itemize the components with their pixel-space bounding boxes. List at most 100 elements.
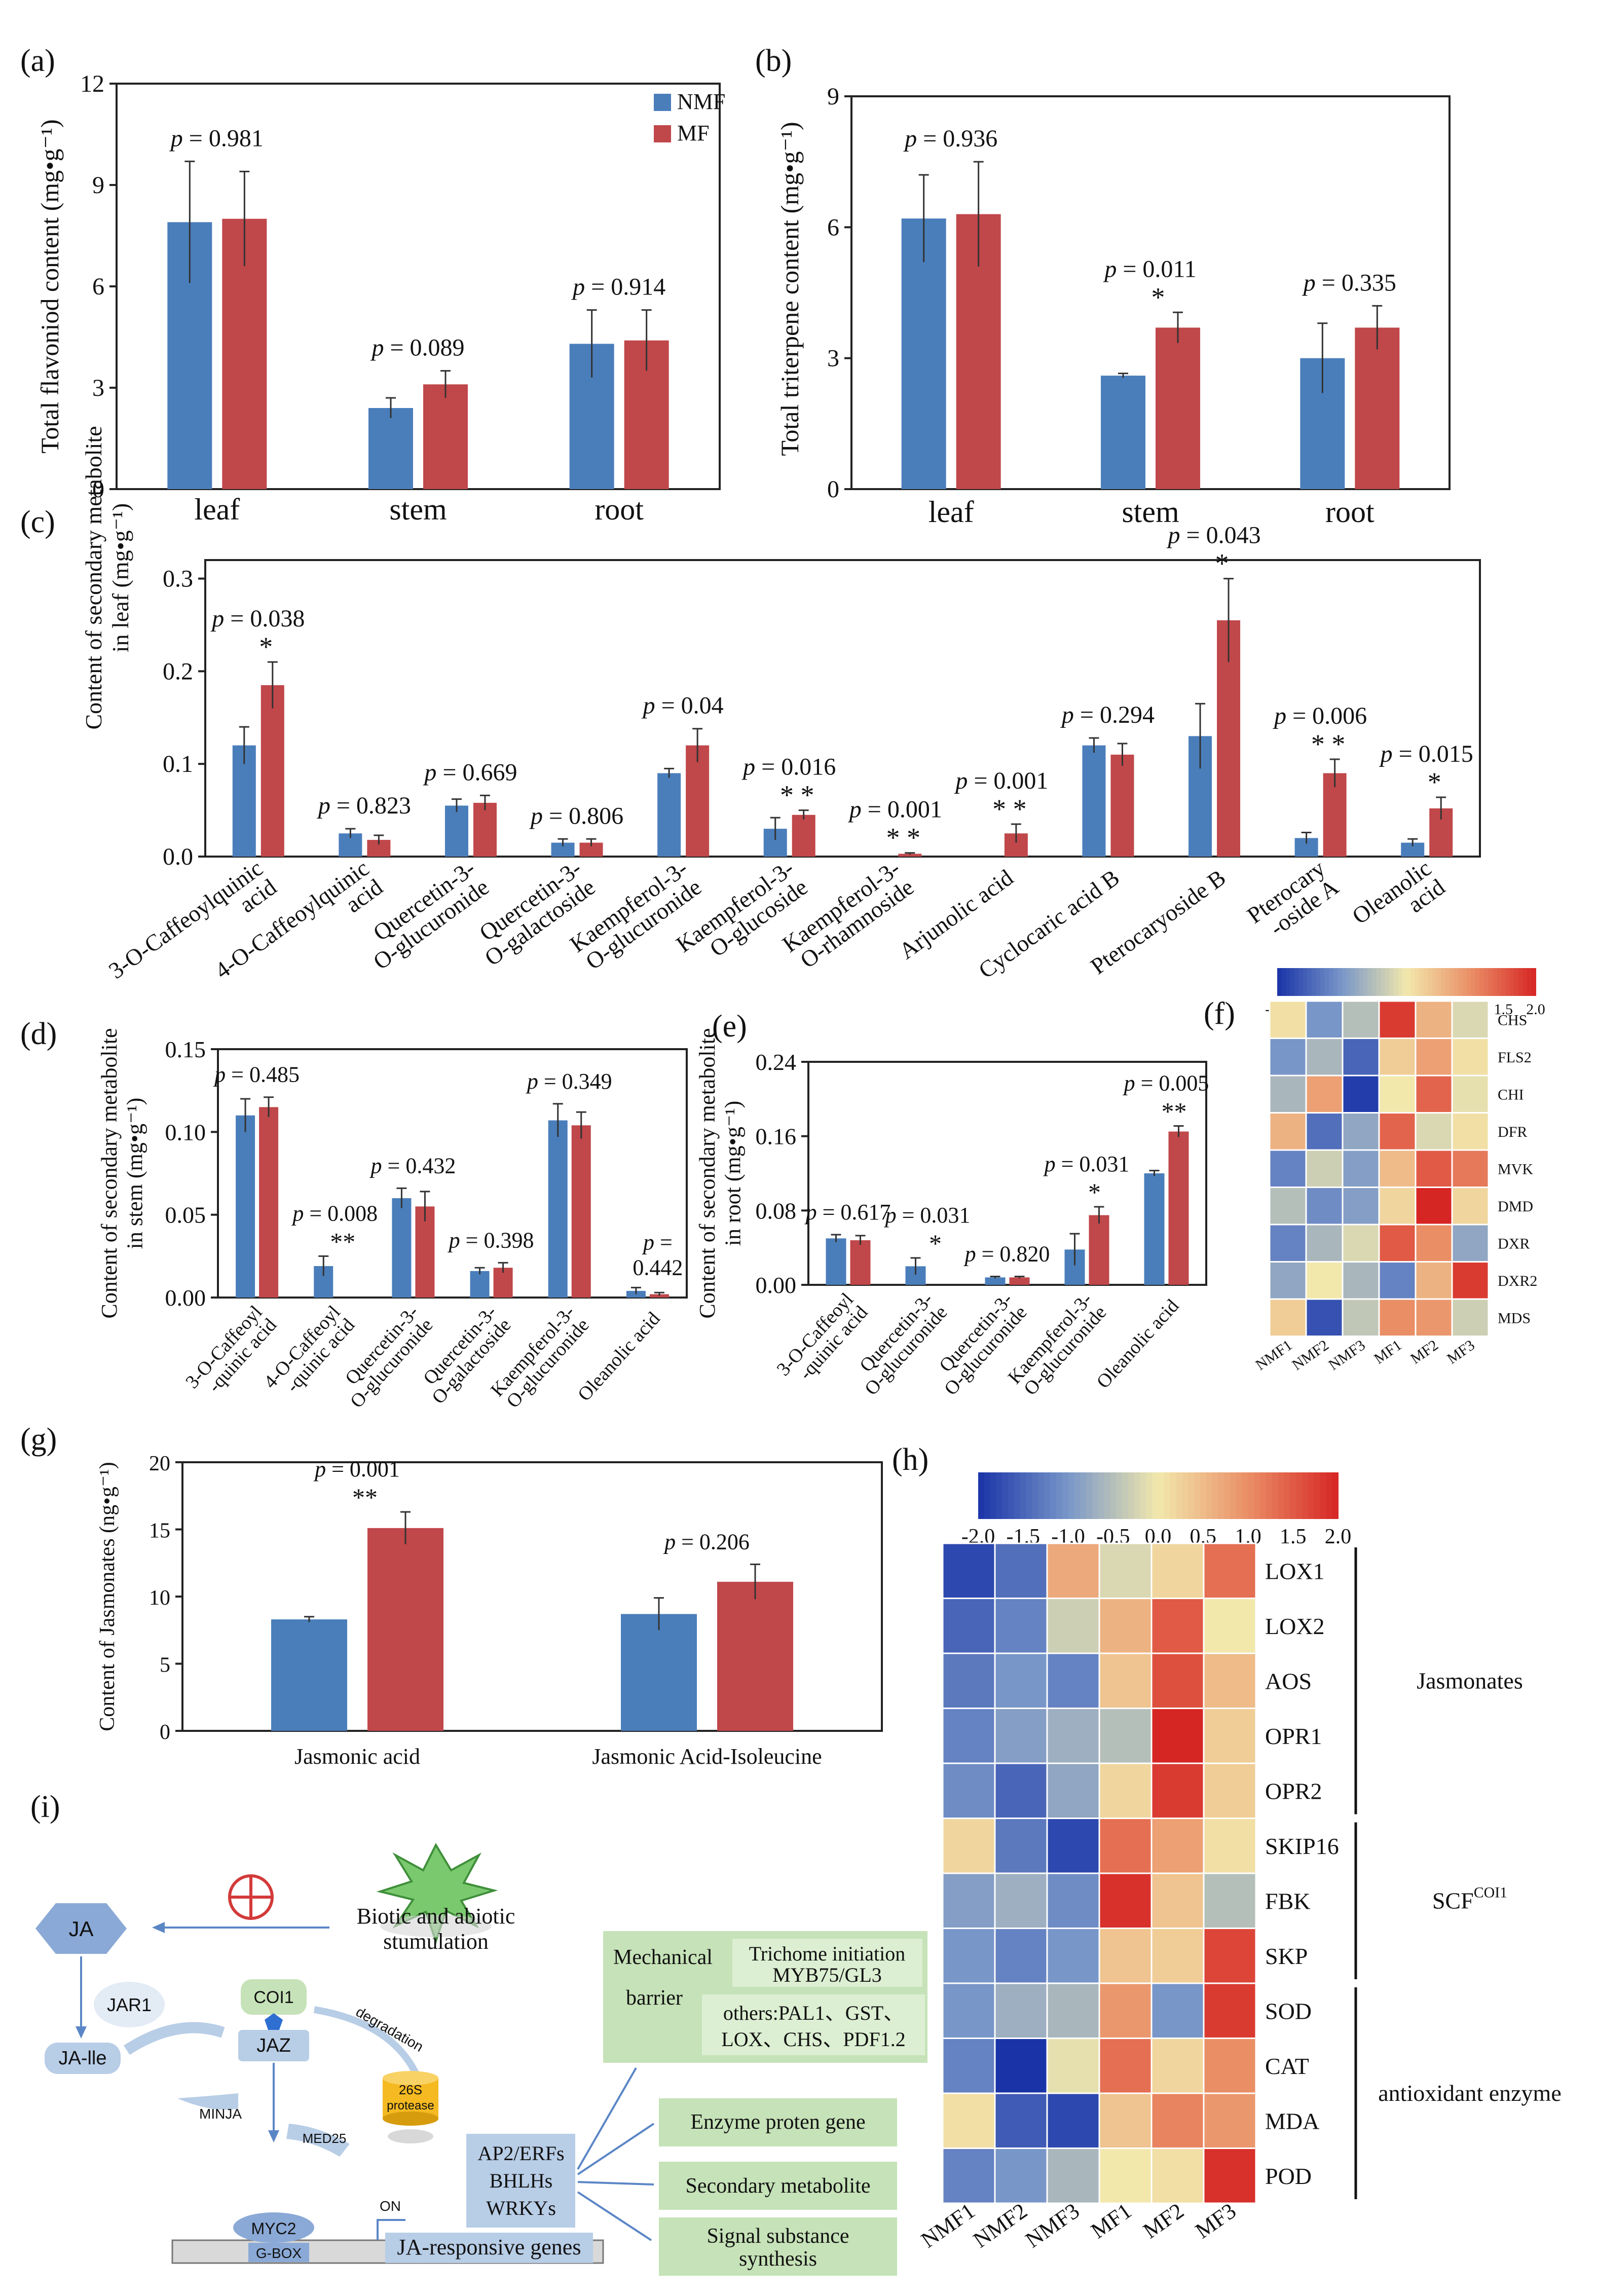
heatmap-column-label: NMF1 bbox=[1252, 1337, 1295, 1374]
colorbar-segment bbox=[1074, 1472, 1081, 1519]
colorbar-segment bbox=[1406, 968, 1412, 996]
colorbar-segment bbox=[1086, 1472, 1093, 1519]
heatmap-cell bbox=[942, 1542, 996, 1599]
significance-star: * * bbox=[886, 823, 921, 853]
tf-label-line1: AP2/ERFs bbox=[477, 2142, 564, 2165]
y-tick-label: 3 bbox=[827, 345, 839, 372]
heatmap-cell bbox=[1203, 1872, 1257, 1929]
heatmap-cell bbox=[1098, 1598, 1153, 1654]
bar-nmf-1 bbox=[368, 408, 413, 489]
colorbar-segment bbox=[1505, 968, 1510, 996]
panel-a-bar-chart: (a) 0 3 6 9 12 Total flavoniod content (mg•g⁻¹… bbox=[20, 44, 725, 526]
trichome-label-line1: Trichome initiation bbox=[749, 1942, 906, 1965]
heatmap-cell bbox=[994, 1598, 1048, 1654]
colorbar-tick-label: 2.0 bbox=[1325, 1525, 1352, 1548]
colorbar-segment bbox=[1302, 1472, 1309, 1519]
heatmap-cell bbox=[1451, 1261, 1490, 1300]
signal-substance-label-line1: Signal substance bbox=[707, 2225, 849, 2248]
jar1-label: JAR1 bbox=[107, 1994, 152, 2015]
colorbar-segment bbox=[1385, 968, 1390, 996]
colorbar-segment bbox=[1194, 1472, 1201, 1519]
p-value-label: p = 0.008 bbox=[291, 1201, 378, 1226]
med25-label: MED25 bbox=[303, 2131, 347, 2146]
y-tick-label: 9 bbox=[92, 172, 104, 199]
jaz-down-arrowhead bbox=[268, 2130, 279, 2142]
y-tick-label: 0.2 bbox=[163, 658, 193, 685]
heatmap-cell bbox=[1305, 1000, 1344, 1039]
colorbar-segment bbox=[1312, 968, 1317, 996]
heatmap-cell bbox=[1342, 1038, 1380, 1077]
proteasome-cloud bbox=[388, 2129, 433, 2143]
colorbar-segment bbox=[1134, 1472, 1141, 1519]
p-value-label: p = 0.398 bbox=[448, 1228, 534, 1252]
heatmap-cell bbox=[1150, 1928, 1205, 1984]
p-value-label: p = 0.015 bbox=[1379, 740, 1473, 767]
heatmap-cell bbox=[1451, 1112, 1490, 1151]
heatmap-cell bbox=[942, 2038, 996, 2094]
colorbar-segment bbox=[1277, 968, 1282, 996]
heatmap-cell bbox=[1150, 2092, 1205, 2149]
p-value-label: p = 0.038 bbox=[210, 605, 305, 632]
heatmap-cell bbox=[1046, 2147, 1100, 2204]
heatmap-cell bbox=[1378, 1000, 1417, 1039]
stimulation-arrowhead bbox=[152, 1922, 165, 1933]
heatmap-row-label: SKIP16 bbox=[1265, 1833, 1339, 1859]
heatmap-cell bbox=[1415, 1112, 1453, 1151]
heatmap-cell bbox=[1415, 1298, 1453, 1337]
significance-star: ** bbox=[352, 1483, 378, 1511]
heatmap-cell bbox=[1203, 2092, 1257, 2149]
heatmap-cell bbox=[1098, 1708, 1153, 1764]
heatmap-cell bbox=[1046, 1598, 1100, 1654]
significance-star: * bbox=[1428, 767, 1441, 797]
heatmap-cell bbox=[1451, 1187, 1490, 1226]
colorbar-segment bbox=[1230, 1472, 1237, 1519]
heatmap-cell bbox=[1305, 1261, 1344, 1300]
colorbar-segment bbox=[1355, 968, 1360, 996]
p-value-label: p = 0.432 bbox=[369, 1153, 456, 1178]
colorbar-segment bbox=[1419, 968, 1424, 996]
p-value-label: p = 0.485 bbox=[213, 1062, 300, 1087]
heatmap-cell bbox=[1046, 1542, 1100, 1599]
y-tick-label: 10 bbox=[149, 1586, 170, 1610]
bar-mf-4 bbox=[571, 1125, 591, 1298]
heatmap-cell bbox=[1203, 1542, 1257, 1599]
y-tick-label: 0.3 bbox=[163, 566, 193, 592]
heatmap-row-label: DMD bbox=[1498, 1198, 1533, 1215]
colorbar-segment bbox=[1314, 1472, 1321, 1519]
on-label: ON bbox=[380, 2198, 401, 2214]
heatmap-cell bbox=[1269, 1261, 1307, 1300]
y-tick-label: 0.00 bbox=[165, 1285, 206, 1311]
panel-c-y-axis-label: Content of secondary metabolitein leaf (… bbox=[81, 426, 133, 729]
colorbar-segment bbox=[1128, 1472, 1135, 1519]
heatmap-column-label: MF3 bbox=[1444, 1337, 1478, 1367]
heatmap-column-label: MF2 bbox=[1407, 1337, 1441, 1367]
colorbar-segment bbox=[1044, 1472, 1051, 1519]
colorbar-segment bbox=[1032, 1472, 1039, 1519]
ja-down-arrowhead bbox=[76, 2026, 87, 2039]
x-tick-label: 3-O-Caffeoylquinicacid bbox=[104, 855, 281, 1003]
heatmap-column-label: NMF3 bbox=[1325, 1337, 1368, 1374]
heatmap-cell bbox=[1046, 1762, 1100, 1819]
colorbar-tick-label: 1.5 bbox=[1494, 1001, 1513, 1018]
y-tick-label: 9 bbox=[827, 83, 839, 110]
colorbar-segment bbox=[1272, 1472, 1279, 1519]
heatmap-cell bbox=[1098, 2038, 1153, 2094]
bar-nmf-5 bbox=[626, 1290, 646, 1298]
bar-nmf-1 bbox=[621, 1614, 697, 1731]
heatmap-cell bbox=[994, 1652, 1048, 1709]
jaz-box bbox=[238, 2030, 309, 2061]
heatmap-cell bbox=[1378, 1149, 1417, 1188]
heatmap-cell bbox=[1415, 1261, 1453, 1300]
heatmap-row-label: SOD bbox=[1265, 1998, 1312, 2024]
coi1-box bbox=[241, 1979, 307, 2015]
signal-substance-box bbox=[659, 2217, 897, 2276]
heatmap-cell bbox=[1269, 1149, 1307, 1188]
bar-mf-2 bbox=[473, 802, 497, 857]
heatmap-cell bbox=[994, 1818, 1048, 1874]
y-tick-label: 6 bbox=[92, 273, 104, 300]
heatmap-cell bbox=[1046, 1818, 1100, 1874]
p-value-label: p = 0.349 bbox=[526, 1069, 612, 1094]
proteasome-label-line2: protease bbox=[387, 2099, 434, 2113]
y-tick-label: 12 bbox=[80, 70, 104, 97]
heatmap-cell bbox=[994, 1928, 1048, 1984]
